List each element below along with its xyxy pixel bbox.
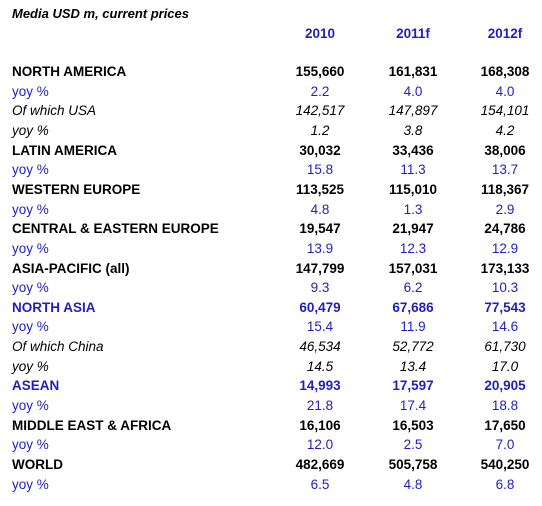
row-label: WORLD <box>12 457 63 472</box>
cell-value: 4.8 <box>310 201 330 217</box>
cell-value: 17,597 <box>392 378 434 394</box>
row-label: yoy % <box>12 122 49 138</box>
cell-value: 1.2 <box>310 122 330 138</box>
cell-value: 2.9 <box>495 201 515 217</box>
cell-value: 14,993 <box>299 378 341 394</box>
cell-value: 1.3 <box>403 201 423 217</box>
cell-value: 4.0 <box>403 83 423 99</box>
column-header: 2011f <box>396 26 430 41</box>
cell-value: 12.0 <box>306 437 334 453</box>
row-label: MIDDLE EAST & AFRICA <box>12 417 172 433</box>
cell-value: 13.7 <box>491 162 519 178</box>
cell-value: 21.8 <box>306 398 334 414</box>
row-label: NORTH ASIA <box>12 299 96 315</box>
cell-value: 10.3 <box>491 280 519 296</box>
cell-value: 12.9 <box>491 240 519 256</box>
cell-value: 3.8 <box>403 122 423 138</box>
cell-value: 13.9 <box>306 240 334 256</box>
cell-value: 7.0 <box>495 437 515 453</box>
cell-value: 113,525 <box>295 181 345 197</box>
cell-value: 2.2 <box>310 83 330 99</box>
cell-value: 482,669 <box>295 457 345 472</box>
row-label: yoy % <box>12 83 49 99</box>
cell-value: 13.4 <box>399 358 427 374</box>
row-label: yoy % <box>12 358 49 374</box>
cell-value: 61,730 <box>484 339 526 355</box>
cell-value: 4.0 <box>495 83 515 99</box>
row-label: ASEAN <box>12 378 60 394</box>
table-title: Media USD m, current prices <box>12 6 189 21</box>
cell-value: 147,897 <box>388 103 438 119</box>
cell-value: 11.3 <box>400 162 426 178</box>
cell-value: 4.2 <box>495 122 515 138</box>
cell-value: 173,133 <box>480 260 530 276</box>
cell-value: 115,010 <box>388 181 438 197</box>
column-header: 2010 <box>304 26 336 41</box>
cell-value: 17.4 <box>399 398 427 414</box>
cell-value: 17.0 <box>491 358 519 374</box>
cell-value: 17,650 <box>484 417 526 433</box>
cell-value: 14.5 <box>306 358 334 374</box>
cell-value: 168,308 <box>480 64 530 79</box>
cell-value: 118,367 <box>480 181 530 197</box>
row-label: yoy % <box>12 319 49 335</box>
cell-value: 18.8 <box>491 398 519 414</box>
cell-value: 12.3 <box>399 240 427 256</box>
cell-value: 14.6 <box>491 319 519 335</box>
cell-value: 4.8 <box>403 476 423 492</box>
cell-value: 2.5 <box>403 437 423 453</box>
cell-value: 6.2 <box>403 280 423 296</box>
cell-value: 67,686 <box>392 299 434 315</box>
cell-value: 52,772 <box>392 339 434 355</box>
row-label: yoy % <box>12 476 49 492</box>
row-label: yoy % <box>12 240 49 256</box>
cell-value: 147,799 <box>295 260 345 276</box>
row-label: WESTERN EUROPE <box>12 181 141 197</box>
cell-value: 21,947 <box>392 221 434 237</box>
cell-value: 30,032 <box>299 142 341 158</box>
cell-value: 161,831 <box>388 64 438 79</box>
cell-value: 6.8 <box>495 476 515 492</box>
cell-value: 540,250 <box>480 457 530 472</box>
cell-value: 157,031 <box>388 260 438 276</box>
cell-value: 38,006 <box>484 142 526 158</box>
cell-value: 505,758 <box>388 457 438 472</box>
cell-value: 11.9 <box>400 319 426 335</box>
cell-value: 6.5 <box>310 476 330 492</box>
cell-value: 142,517 <box>295 103 345 119</box>
cell-value: 16,106 <box>299 417 341 433</box>
row-label: yoy % <box>12 162 49 178</box>
cell-value: 15.4 <box>306 319 334 335</box>
column-header: 2012f <box>487 26 523 41</box>
cell-value: 77,543 <box>484 299 526 315</box>
cell-value: 20,905 <box>484 378 526 394</box>
cell-value: 154,101 <box>480 103 530 119</box>
cell-value: 24,786 <box>484 221 526 237</box>
row-label: yoy % <box>12 280 49 296</box>
row-label: yoy % <box>12 437 49 453</box>
row-label: LATIN AMERICA <box>12 142 117 158</box>
cell-value: 16,503 <box>392 417 434 433</box>
cell-value: 60,479 <box>299 299 341 315</box>
row-label: ASIA-PACIFIC (all) <box>12 260 130 276</box>
cell-value: 15.8 <box>306 162 334 178</box>
row-label: CENTRAL & EASTERN EUROPE <box>12 221 219 237</box>
cell-value: 46,534 <box>299 339 341 355</box>
cell-value: 9.3 <box>310 280 330 296</box>
row-label: Of which USA <box>12 103 97 119</box>
row-label: yoy % <box>12 398 49 414</box>
cell-value: 33,436 <box>392 142 434 158</box>
cell-value: 155,660 <box>295 64 345 79</box>
cell-value: 19,547 <box>299 221 341 237</box>
row-label: NORTH AMERICA <box>12 64 127 79</box>
row-label: yoy % <box>12 201 49 217</box>
row-label: Of which China <box>12 339 104 355</box>
